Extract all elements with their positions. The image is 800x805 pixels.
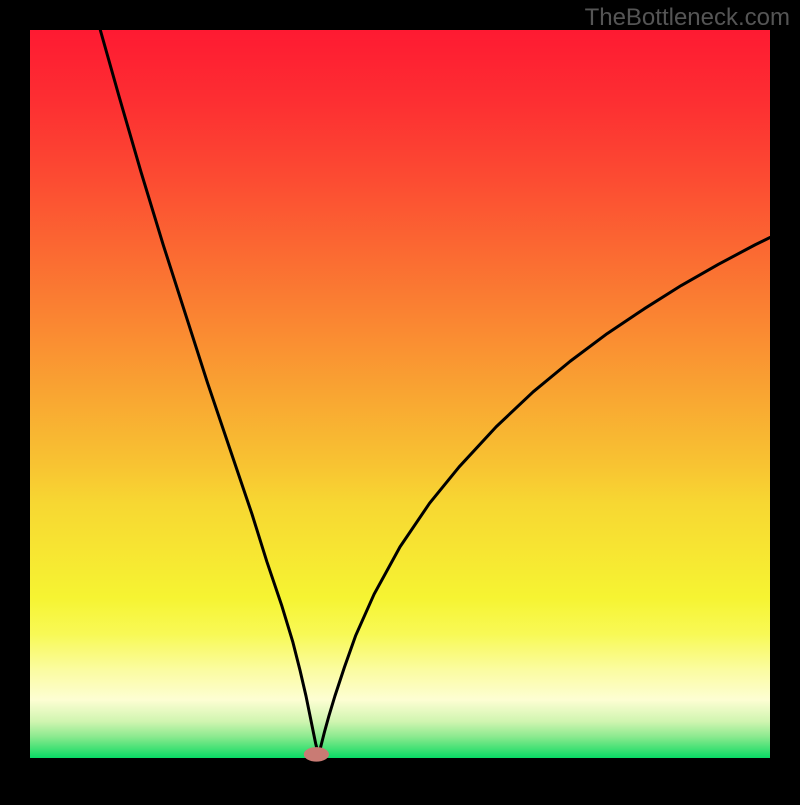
optimal-point-marker bbox=[304, 747, 329, 762]
chart-svg bbox=[0, 0, 800, 800]
watermark-text: TheBottleneck.com bbox=[585, 4, 790, 32]
bottleneck-chart: TheBottleneck.com bbox=[0, 0, 800, 800]
chart-background-gradient bbox=[30, 30, 770, 758]
